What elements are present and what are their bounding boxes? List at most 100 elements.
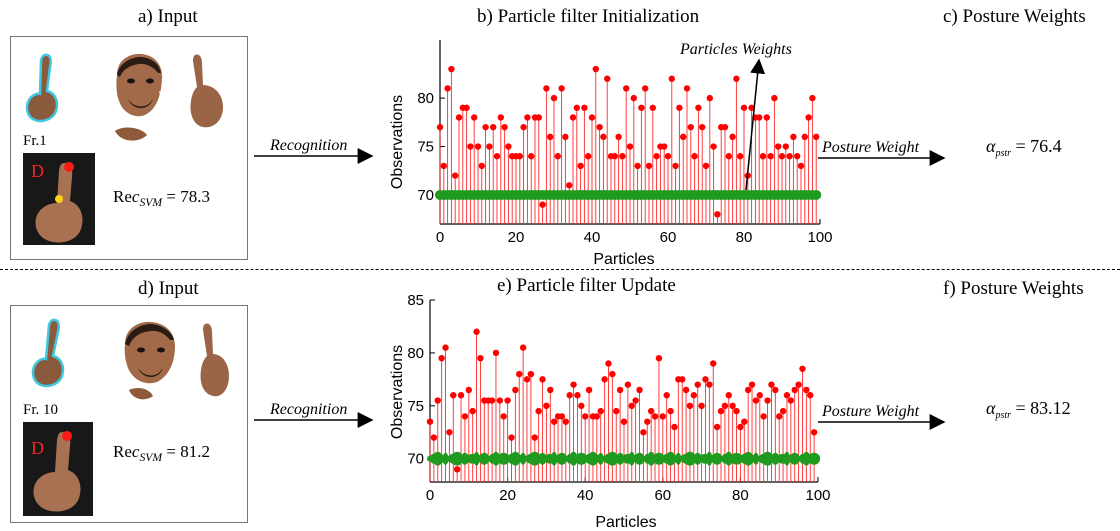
observation-marker-top xyxy=(615,133,622,141)
chart-title-top: b) Particle filter Initialization xyxy=(477,6,700,27)
observation-marker-bottom xyxy=(760,413,767,420)
observation-marker-bottom xyxy=(690,392,698,399)
face-icon xyxy=(115,53,169,141)
observation-marker-top xyxy=(790,133,797,141)
hand-closeup-image: D xyxy=(23,153,95,245)
x-tick-label-top: 60 xyxy=(660,229,677,246)
frame-label-top: Fr.1 xyxy=(23,133,47,149)
recognition-label-bottom: Recognition xyxy=(269,401,347,418)
observation-marker-bottom xyxy=(547,386,554,394)
observation-marker-top xyxy=(619,153,626,160)
observation-marker-bottom xyxy=(764,397,771,404)
observation-marker-bottom xyxy=(803,386,810,394)
observation-marker-top xyxy=(729,133,736,141)
plot-area-top: 70 75 80 0 20 40 60 80 100 xyxy=(417,40,833,246)
y-tick-label-bottom: 80 xyxy=(407,345,424,362)
observation-marker-top xyxy=(524,114,531,121)
observation-marker-top xyxy=(444,85,451,92)
observation-marker-top xyxy=(585,153,592,160)
observation-marker-bottom xyxy=(640,429,647,436)
observation-marker-bottom xyxy=(430,434,438,441)
observation-marker-bottom xyxy=(663,392,670,399)
observation-marker-top xyxy=(501,123,508,131)
observation-marker-top xyxy=(623,85,630,92)
observation-marker-top xyxy=(547,133,554,141)
observation-marker-top xyxy=(714,211,721,218)
observation-marker-bottom xyxy=(733,407,740,415)
hand-left-icon xyxy=(25,53,59,123)
observation-marker-bottom xyxy=(496,397,504,404)
observation-marker-bottom xyxy=(682,386,690,394)
observation-marker-top xyxy=(577,162,584,170)
observation-marker-bottom xyxy=(516,370,523,378)
observation-marker-top xyxy=(771,94,778,102)
observation-marker-bottom xyxy=(795,381,802,388)
observation-marker-top xyxy=(733,75,740,82)
observation-marker-top xyxy=(463,104,470,111)
observation-marker-top xyxy=(672,162,679,170)
observation-marker-top xyxy=(486,143,493,150)
observation-marker-bottom xyxy=(752,397,760,404)
observation-marker-top xyxy=(474,143,482,150)
observation-marker-top xyxy=(569,114,577,121)
input-panel-bottom: Fr. 10 D RecSVM = 81.2 xyxy=(10,305,248,523)
rec-svm-formula-top: RecSVM = 78.3 xyxy=(113,187,210,209)
observation-marker-bottom xyxy=(667,407,674,415)
x-tick-label-top: 0 xyxy=(436,229,444,246)
observation-marker-top xyxy=(763,114,770,121)
y-tick-label-bottom: 70 xyxy=(407,451,424,468)
observation-marker-bottom xyxy=(624,381,632,388)
y-tick-label-bottom: 75 xyxy=(407,398,424,415)
posture-weight-label-top: Posture Weight xyxy=(821,139,920,156)
observation-marker-bottom xyxy=(523,376,531,383)
observation-marker-bottom xyxy=(725,392,732,399)
observation-marker-bottom xyxy=(698,402,705,410)
observation-marker-bottom xyxy=(636,386,643,394)
observation-marker-top xyxy=(478,162,485,170)
observation-marker-top xyxy=(740,104,748,111)
observation-marker-bottom xyxy=(702,376,709,383)
input-title-bottom: d) Input xyxy=(138,278,199,299)
observation-marker-bottom xyxy=(597,407,604,415)
weight-marker-bottom xyxy=(808,452,821,465)
rec-value-bottom: 81.2 xyxy=(180,442,210,461)
observation-marker-bottom xyxy=(647,407,655,415)
observation-marker-bottom xyxy=(779,407,787,415)
observation-marker-top xyxy=(493,153,501,160)
observation-marker-bottom xyxy=(465,386,472,394)
observation-marker-bottom xyxy=(531,434,538,441)
observation-marker-bottom xyxy=(446,429,453,436)
observation-marker-bottom xyxy=(679,376,686,383)
hand-left-icon xyxy=(31,318,65,388)
chart-bottom: 70 75 80 85 0 20 40 60 80 100 Observations Partic… xyxy=(389,294,831,530)
observation-marker-bottom xyxy=(582,413,589,420)
observation-marker-top xyxy=(455,114,463,121)
observation-marker-bottom xyxy=(450,392,457,399)
observation-marker-top xyxy=(634,162,641,170)
observation-marker-top xyxy=(482,123,489,131)
weight-marker-top xyxy=(811,189,822,200)
observation-marker-bottom xyxy=(710,360,717,367)
observation-marker-top xyxy=(596,123,603,131)
observation-marker-top xyxy=(687,123,694,131)
observation-marker-bottom xyxy=(550,418,558,425)
observation-marker-bottom xyxy=(469,407,476,415)
observation-marker-top xyxy=(786,153,793,160)
observation-marker-bottom xyxy=(694,381,701,388)
observation-marker-top xyxy=(782,143,789,150)
observation-marker-bottom xyxy=(787,397,795,404)
observation-marker-bottom xyxy=(512,386,519,394)
input-panel-top: Fr.1 D RecSVM = 78.3 xyxy=(10,36,248,260)
observation-marker-top xyxy=(775,143,782,150)
observation-marker-top xyxy=(767,153,774,160)
observation-marker-bottom xyxy=(519,344,527,351)
observation-marker-bottom xyxy=(686,402,694,410)
observation-marker-bottom xyxy=(578,402,585,410)
rec-svm-formula-bottom: RecSVM = 81.2 xyxy=(113,442,210,464)
observation-marker-top xyxy=(645,162,653,170)
weight-marker-bottom xyxy=(652,452,665,465)
observation-marker-bottom xyxy=(729,402,736,410)
x-tick-label-top: 80 xyxy=(736,229,753,246)
observation-marker-bottom xyxy=(457,392,465,399)
alpha-value-bottom: 83.12 xyxy=(1030,398,1071,418)
